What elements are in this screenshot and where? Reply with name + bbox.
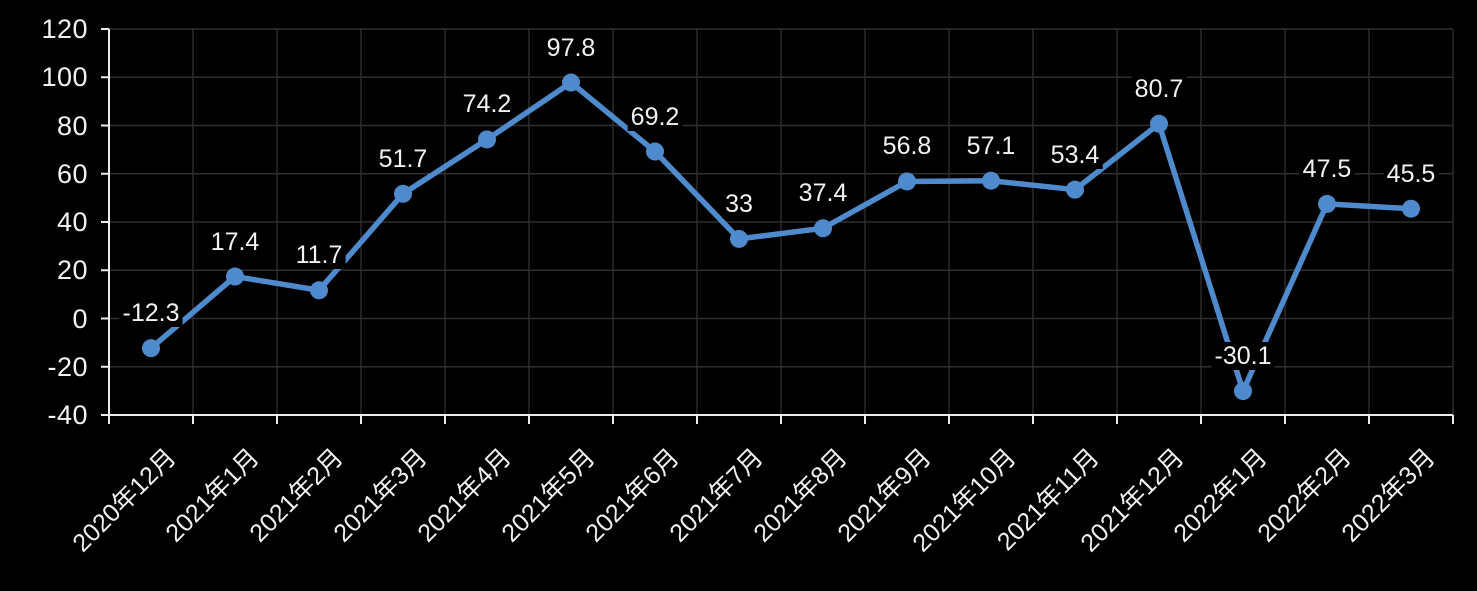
data-label: 80.7 (1131, 74, 1187, 103)
data-point-marker (1234, 382, 1252, 401)
y-tick-label: 20 (56, 255, 88, 286)
data-point-marker (562, 73, 580, 92)
y-tick-label: 40 (56, 207, 88, 237)
data-point-marker (898, 172, 916, 191)
data-label: 56.8 (879, 132, 935, 161)
y-tick-label: 0 (72, 303, 88, 334)
data-point-marker (730, 229, 748, 248)
data-point-marker (814, 219, 832, 238)
data-label: 97.8 (543, 33, 599, 62)
data-label: 57.1 (963, 131, 1019, 160)
y-tick-label: 60 (56, 158, 88, 189)
data-label: 45.5 (1383, 159, 1439, 188)
data-label: 53.4 (1047, 140, 1103, 169)
data-label: 33 (722, 189, 756, 218)
y-tick-label: -20 (47, 351, 88, 382)
data-point-marker (310, 281, 328, 300)
data-point-marker (646, 142, 664, 161)
data-label: 74.2 (459, 90, 515, 119)
data-label: 47.5 (1299, 154, 1355, 183)
data-point-marker (1318, 194, 1336, 213)
data-label: 69.2 (627, 102, 683, 131)
data-label: 17.4 (207, 227, 263, 256)
data-point-marker (1402, 199, 1420, 218)
data-point-marker (394, 184, 412, 203)
data-label: -12.3 (119, 299, 183, 328)
data-point-marker (982, 171, 1000, 190)
data-point-marker (478, 130, 496, 149)
data-label: 37.4 (795, 179, 851, 208)
y-tick-label: 100 (41, 62, 88, 93)
data-point-marker (1150, 114, 1168, 133)
data-label: 11.7 (292, 241, 346, 270)
series-line (148, 79, 1414, 394)
data-point-marker (226, 267, 244, 286)
y-tick-label: -40 (47, 400, 88, 430)
data-point-marker (1066, 180, 1084, 199)
y-tick-label: 120 (41, 14, 88, 44)
data-label: 51.7 (375, 144, 431, 173)
y-tick-label: 80 (56, 110, 88, 141)
data-label: -30.1 (1211, 342, 1275, 371)
data-point-marker (142, 339, 160, 358)
